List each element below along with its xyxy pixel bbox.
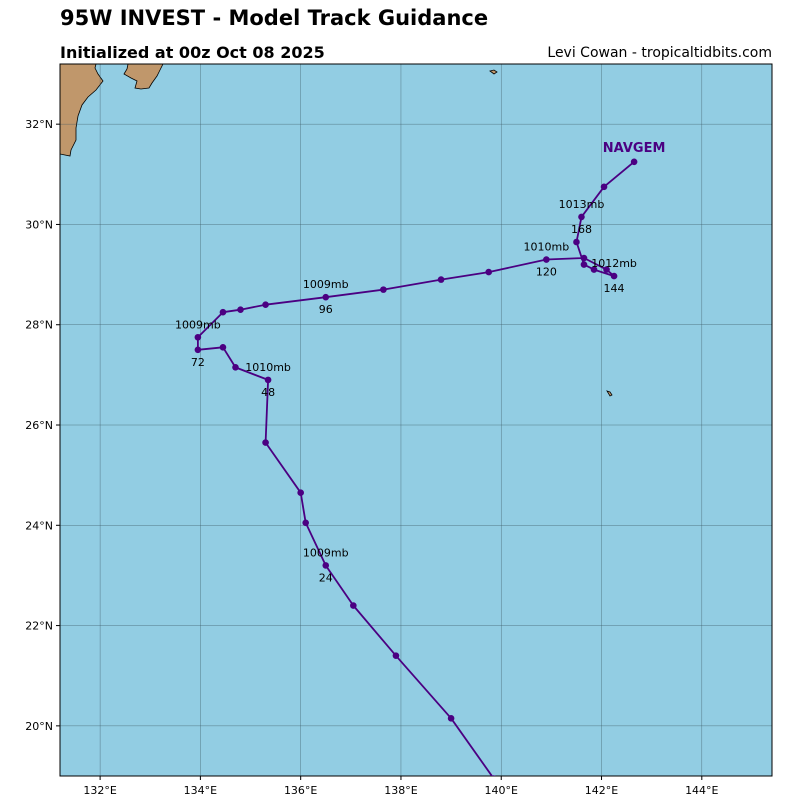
lon-tick-label: 140°E xyxy=(485,784,518,797)
ocean-background xyxy=(60,64,772,776)
track-point xyxy=(262,439,269,446)
pressure-label: 1013mb xyxy=(559,198,605,211)
track-point xyxy=(603,266,610,273)
track-point xyxy=(350,602,357,609)
island xyxy=(489,69,498,75)
track-point xyxy=(578,213,585,221)
track-point xyxy=(219,308,227,316)
track-point xyxy=(264,376,272,384)
lat-tick-label: 30°N xyxy=(25,218,53,231)
lon-tick-label: 134°E xyxy=(184,784,217,797)
track-point xyxy=(262,301,269,308)
pressure-label: 1009mb xyxy=(175,318,221,331)
track-point xyxy=(580,254,588,262)
forecast-hour-label: 24 xyxy=(319,571,333,584)
track-point xyxy=(580,261,588,268)
island xyxy=(606,390,613,397)
init-time-subtitle: Initialized at 00z Oct 08 2025 xyxy=(60,43,325,62)
track-point xyxy=(322,562,330,569)
track-point xyxy=(297,489,304,497)
pressure-label: 1010mb xyxy=(524,241,570,254)
track-point xyxy=(322,293,330,301)
lon-tick-label: 132°E xyxy=(83,784,116,797)
track-point xyxy=(194,333,202,341)
track-point xyxy=(485,268,493,276)
lon-tick-label: 138°E xyxy=(384,784,417,797)
pressure-label: 1009mb xyxy=(303,546,349,559)
track-point xyxy=(232,364,239,371)
graticule xyxy=(60,64,772,776)
credit-text: Levi Cowan - tropicaltidbits.com xyxy=(547,45,772,61)
forecast-hour-label: 48 xyxy=(261,386,275,399)
lon-tick-label: 142°E xyxy=(585,784,618,797)
model-name-label: NAVGEM xyxy=(603,141,666,156)
lat-tick-label: 20°N xyxy=(25,720,53,733)
track-point xyxy=(600,183,608,191)
map-frame xyxy=(59,63,773,777)
lat-tick-label: 28°N xyxy=(25,319,53,332)
track-point xyxy=(543,256,550,263)
lat-tick-label: 32°N xyxy=(25,118,53,131)
island xyxy=(123,64,164,90)
pressure-label: 1012mb xyxy=(591,257,637,270)
track-point xyxy=(237,306,244,313)
forecast-hour-label: 96 xyxy=(319,303,333,316)
pressure-label: 1010mb xyxy=(245,361,291,374)
model-tracks xyxy=(194,158,638,776)
track-point xyxy=(437,276,445,283)
forecast-hour-label: 144 xyxy=(604,282,625,295)
track-point xyxy=(630,158,638,166)
track-point xyxy=(590,266,598,273)
track-point xyxy=(380,286,387,293)
track-point xyxy=(194,346,202,354)
track-point xyxy=(447,715,455,722)
page-title: 95W INVEST - Model Track Guidance xyxy=(60,6,489,30)
track-point xyxy=(573,238,580,246)
track-point xyxy=(491,775,496,776)
lon-tick-label: 144°E xyxy=(685,784,718,797)
track-point xyxy=(219,343,227,351)
forecast-hour-label: 120 xyxy=(536,266,557,279)
track-point xyxy=(610,272,618,280)
track-point xyxy=(392,652,400,659)
track-point xyxy=(302,519,309,527)
lat-tick-label: 22°N xyxy=(25,620,53,633)
axis-ticks: 132°E 134°E 136°E 138°E 140°E 142°E 144°E 20°N 2… xyxy=(25,118,718,797)
lon-tick-label: 136°E xyxy=(284,784,317,797)
forecast-hour-label: 168 xyxy=(571,223,592,236)
forecast-hour-label: 72 xyxy=(191,356,205,369)
land-mass xyxy=(60,64,104,157)
lat-tick-label: 26°N xyxy=(25,419,53,432)
track-labels: 1009mb 1010mb 1009mb 1009mb 1010mb 1012mb 1013… xyxy=(175,141,665,585)
lat-tick-label: 24°N xyxy=(25,519,53,532)
pressure-label: 1009mb xyxy=(303,278,349,291)
